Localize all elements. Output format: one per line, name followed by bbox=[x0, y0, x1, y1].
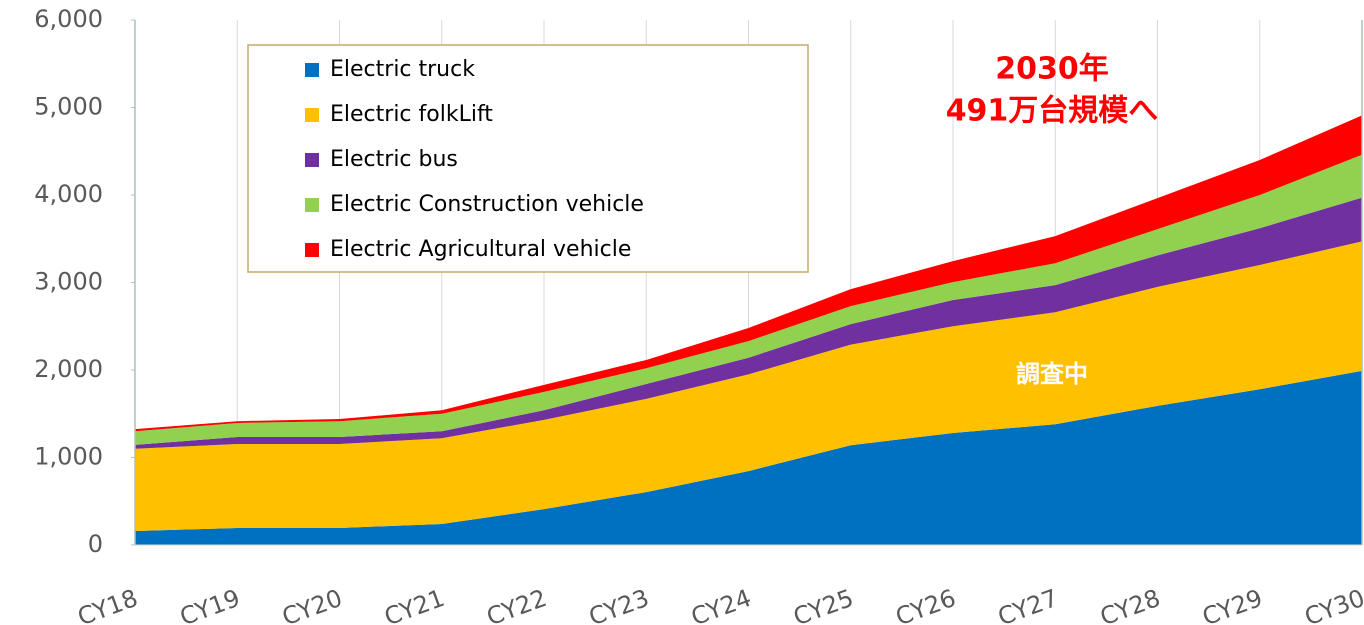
legend-swatch bbox=[305, 108, 319, 122]
legend-label: Electric Agricultural vehicle bbox=[330, 237, 631, 262]
legend-label: Electric folkLift bbox=[330, 102, 493, 127]
x-tick-label: CY20 bbox=[279, 584, 346, 625]
y-tick-label: 4,000 bbox=[34, 180, 103, 208]
y-tick-label: 1,000 bbox=[34, 443, 103, 471]
area bbox=[135, 241, 1362, 531]
annotation: 調査中 bbox=[1016, 360, 1088, 388]
y-tick-label: 6,000 bbox=[34, 5, 103, 33]
legend-box bbox=[247, 44, 809, 273]
y-tick-label: 2,000 bbox=[34, 355, 103, 383]
x-tick-label: CY28 bbox=[1097, 584, 1164, 625]
x-tick-label: CY26 bbox=[892, 584, 959, 625]
annotation: 2030年 bbox=[995, 52, 1109, 87]
x-tick-label: CY18 bbox=[74, 584, 141, 625]
legend-swatch bbox=[305, 63, 319, 77]
legend-label: Electric Construction vehicle bbox=[330, 192, 644, 217]
legend-swatch bbox=[305, 243, 319, 257]
x-tick-label: CY30 bbox=[1301, 584, 1364, 625]
x-tick-label: CY24 bbox=[688, 584, 755, 625]
x-tick-label: CY29 bbox=[1199, 584, 1266, 625]
x-tick-label: CY27 bbox=[994, 584, 1061, 625]
area bbox=[135, 370, 1362, 545]
annotation: 491万台規模へ bbox=[946, 94, 1159, 129]
legend-label: Electric bus bbox=[330, 147, 458, 172]
legend-swatch bbox=[305, 153, 319, 167]
y-tick-label: 5,000 bbox=[34, 93, 103, 121]
x-tick-label: CY22 bbox=[483, 584, 550, 625]
legend-swatch bbox=[305, 198, 319, 212]
x-tick-label: CY25 bbox=[790, 584, 857, 625]
y-tick-label: 3,000 bbox=[34, 268, 103, 296]
y-tick-label: 0 bbox=[88, 530, 103, 558]
x-tick-label: CY21 bbox=[381, 584, 448, 625]
x-tick-label: CY23 bbox=[585, 584, 652, 625]
legend-label: Electric truck bbox=[330, 57, 475, 82]
x-tick-label: CY19 bbox=[176, 584, 243, 625]
